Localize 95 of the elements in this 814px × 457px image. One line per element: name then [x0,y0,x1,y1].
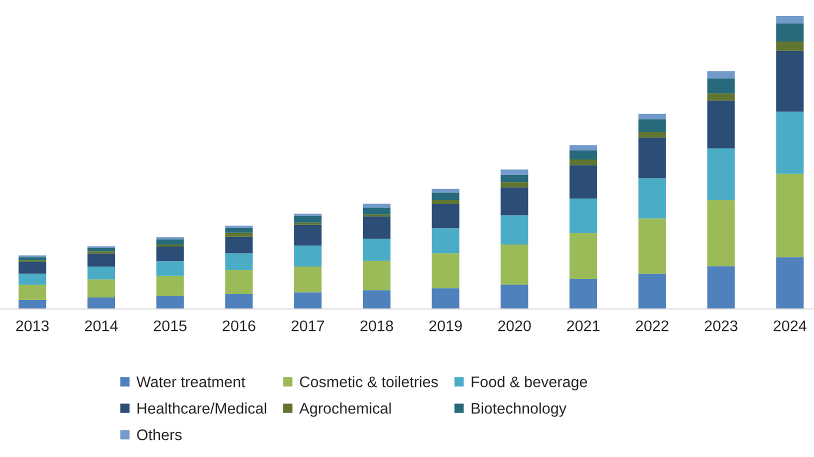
bar [225,236,253,254]
bar [87,248,116,252]
legend-label: Biotechnology [472,402,566,417]
bar [225,253,253,270]
bar [570,279,598,309]
x-tick-label: 2018 [360,320,394,332]
bar [638,218,666,274]
bar [776,23,804,42]
bar [707,266,735,309]
bar [87,298,116,309]
bar [432,288,460,309]
x-tick-label: 2014 [85,320,118,332]
bar [18,257,46,260]
bar [18,300,46,309]
bar [500,244,528,285]
bar [294,266,322,292]
bar [87,279,116,298]
bar [432,192,460,200]
bar [362,290,390,309]
bar [294,246,322,266]
bar [500,187,528,216]
x-tick-label: 2017 [292,320,324,332]
bar [225,232,253,237]
bar [570,145,598,150]
bar [294,224,322,246]
bar [707,78,735,94]
legend-label: Water treatment [136,376,246,388]
bar [156,276,184,296]
bar [432,188,460,193]
legend-label: Agrochemical [299,402,391,417]
bar [432,200,460,204]
x-tick-label: 2015 [154,320,186,332]
bar [707,100,735,148]
bar [776,112,804,174]
bar [87,251,116,254]
bar [156,239,184,244]
bar [570,233,598,280]
bar [707,93,735,101]
bar [707,200,735,266]
x-tick-label: 2023 [704,320,738,332]
bar [776,257,804,309]
bar [156,246,184,262]
x-tick-label: 2013 [16,320,49,332]
bar [500,182,528,188]
legend-label: Food & beverage [472,376,588,390]
bar [570,165,598,198]
legend-label: Cosmetic & toiletries [300,376,438,388]
bar [362,260,390,290]
bar [500,215,528,244]
bar [707,148,735,200]
bar [570,198,598,234]
bar [500,174,528,182]
bar [776,50,804,112]
bar [638,114,666,120]
bar [225,228,253,233]
bar [638,274,666,309]
bar [707,71,735,78]
bar [570,160,598,166]
x-tick-label: 2020 [498,320,531,332]
x-tick-label: 2021 [567,320,600,332]
bar [776,174,804,258]
bar [638,119,666,132]
x-tick-label: 2024 [774,320,806,332]
legend-label: Others [137,429,182,440]
bar [156,244,184,247]
x-tick-label: 2019 [429,320,462,332]
bar [294,292,322,309]
bar [432,228,460,254]
bar [638,178,666,218]
bar [18,262,46,274]
x-tick-label: 2022 [636,320,668,332]
bar [362,216,390,239]
bar [500,169,528,175]
bar [638,132,666,138]
x-tick-label: 2016 [222,320,256,332]
bar [776,16,804,24]
bar [638,138,666,178]
bar [18,274,46,285]
bar [225,270,253,294]
bar [500,284,528,309]
bar [87,266,116,280]
bar [362,238,390,261]
bar [294,216,322,223]
bar [18,284,46,300]
bar [362,204,390,208]
bar [776,41,804,51]
bar [225,294,253,309]
bar [432,204,460,228]
bar [362,208,390,214]
legend-label: Healthcare/Medical [138,402,266,414]
bar [156,261,184,276]
bar [156,296,184,309]
bar [87,254,116,267]
bar [570,150,598,160]
bar [432,253,460,288]
